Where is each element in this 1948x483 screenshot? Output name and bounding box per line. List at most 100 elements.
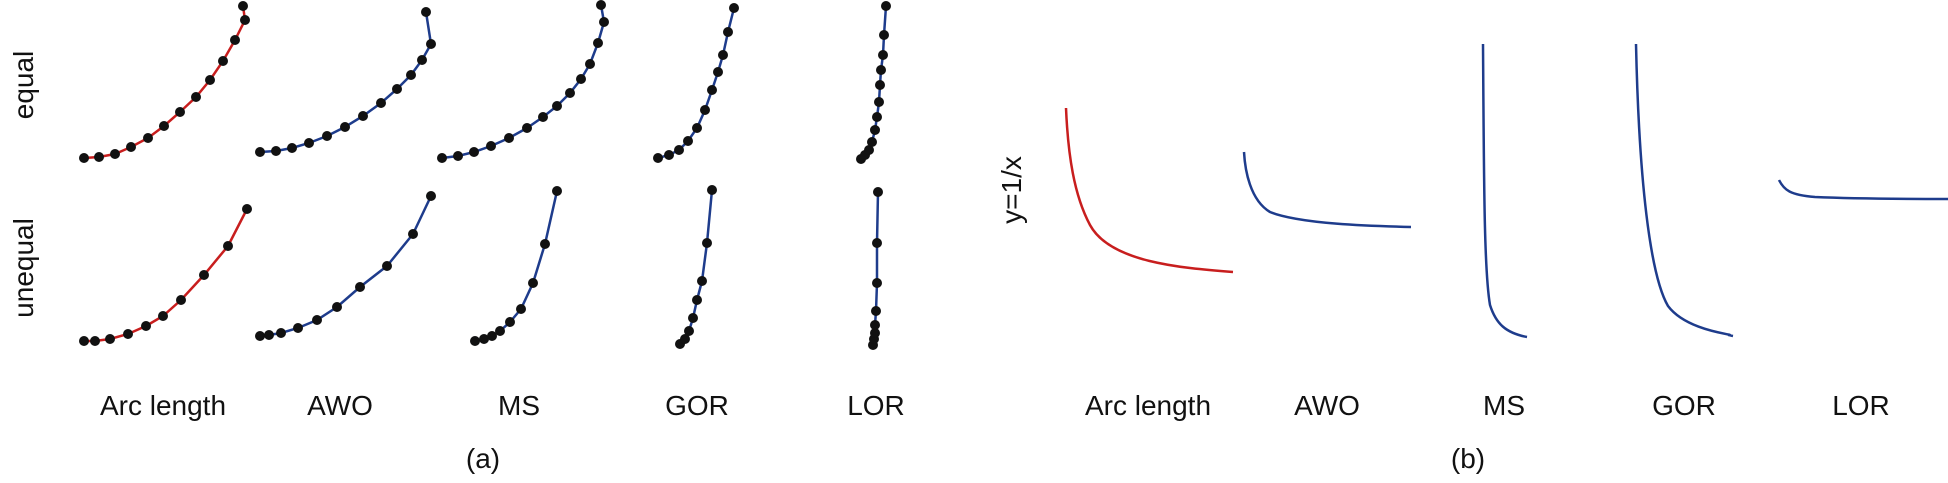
sample-point bbox=[879, 30, 889, 40]
b-curve-arc-length bbox=[1064, 107, 1234, 274]
sample-point bbox=[878, 50, 888, 60]
sample-point bbox=[223, 241, 233, 251]
sample-point bbox=[176, 295, 186, 305]
sample-point bbox=[528, 278, 538, 288]
sample-point bbox=[238, 1, 248, 11]
sample-point bbox=[870, 328, 880, 338]
sample-point bbox=[864, 145, 874, 155]
sample-point bbox=[684, 326, 694, 336]
sample-point bbox=[376, 98, 386, 108]
sample-point bbox=[90, 336, 100, 346]
sample-point bbox=[674, 145, 684, 155]
b-label-gor: GOR bbox=[1652, 390, 1716, 421]
sample-point bbox=[870, 320, 880, 330]
sample-point bbox=[876, 65, 886, 75]
b-curve-ms bbox=[1481, 43, 1528, 339]
a-curve-ms-equal bbox=[437, 0, 609, 163]
sample-point bbox=[470, 336, 480, 346]
sample-point bbox=[702, 238, 712, 248]
sample-point bbox=[312, 315, 322, 325]
sample-point bbox=[683, 136, 693, 146]
sample-point bbox=[332, 302, 342, 312]
sample-point bbox=[453, 151, 463, 161]
a-arc-equal-line bbox=[83, 5, 247, 160]
sample-point bbox=[872, 112, 882, 122]
sample-points bbox=[437, 0, 609, 163]
b-curve-lor bbox=[1777, 179, 1948, 201]
sample-point bbox=[867, 137, 877, 147]
sample-point bbox=[110, 149, 120, 159]
b-label-ms: MS bbox=[1483, 390, 1525, 421]
sample-point bbox=[255, 331, 265, 341]
sample-point bbox=[276, 328, 286, 338]
sample-point bbox=[304, 138, 314, 148]
sample-point bbox=[871, 306, 881, 316]
sample-point bbox=[599, 17, 609, 27]
sample-point bbox=[255, 147, 265, 157]
sample-point bbox=[487, 331, 497, 341]
sample-point bbox=[355, 282, 365, 292]
a-curve-gor-unequal bbox=[675, 185, 717, 349]
sample-point bbox=[479, 334, 489, 344]
panel-b: y=1/x Arc length AWO MS GOR LOR (b) bbox=[996, 43, 1948, 474]
row-label-equal: equal bbox=[8, 51, 39, 120]
sample-point bbox=[707, 85, 717, 95]
b-label-lor: LOR bbox=[1832, 390, 1890, 421]
sample-point bbox=[565, 88, 575, 98]
sample-point bbox=[408, 229, 418, 239]
sample-point bbox=[872, 278, 882, 288]
sample-point bbox=[881, 1, 891, 11]
sample-point bbox=[522, 123, 532, 133]
sample-point bbox=[230, 35, 240, 45]
sample-point bbox=[516, 304, 526, 314]
sample-point bbox=[697, 276, 707, 286]
sample-point bbox=[875, 80, 885, 90]
sample-point bbox=[293, 323, 303, 333]
sample-point bbox=[218, 56, 228, 66]
sample-point bbox=[242, 204, 252, 214]
a-curve-lor-unequal bbox=[868, 187, 883, 350]
sample-point bbox=[469, 147, 479, 157]
sample-point bbox=[874, 97, 884, 107]
sample-points bbox=[868, 187, 883, 350]
sample-points bbox=[79, 204, 252, 346]
sample-point bbox=[340, 122, 350, 132]
sample-point bbox=[653, 153, 663, 163]
a-curve-ms-unequal bbox=[470, 186, 562, 346]
a-label-gor: GOR bbox=[665, 390, 729, 421]
sample-point bbox=[264, 330, 274, 340]
sample-point bbox=[143, 133, 153, 143]
sample-point bbox=[538, 112, 548, 122]
sample-point bbox=[707, 185, 717, 195]
sample-point bbox=[576, 74, 586, 84]
sample-points bbox=[255, 191, 436, 341]
sample-point bbox=[421, 7, 431, 17]
sample-point bbox=[392, 84, 402, 94]
b-y-label: y=1/x bbox=[996, 156, 1027, 224]
sample-point bbox=[870, 125, 880, 135]
sample-point bbox=[191, 92, 201, 102]
sample-point bbox=[585, 59, 595, 69]
sample-point bbox=[540, 239, 550, 249]
sample-point bbox=[688, 313, 698, 323]
sample-point bbox=[593, 38, 603, 48]
sample-point bbox=[486, 141, 496, 151]
sample-point bbox=[105, 334, 115, 344]
sample-point bbox=[271, 146, 281, 156]
sample-point bbox=[700, 105, 710, 115]
b-curve-awo bbox=[1242, 151, 1412, 229]
a-curve-awo-unequal bbox=[255, 191, 436, 341]
sample-point bbox=[505, 317, 515, 327]
a-label-awo: AWO bbox=[307, 390, 373, 421]
sample-point bbox=[417, 55, 427, 65]
a-label-arc-length: Arc length bbox=[100, 390, 226, 421]
sample-point bbox=[159, 121, 169, 131]
sample-point bbox=[426, 191, 436, 201]
sample-point bbox=[729, 3, 739, 13]
sample-point bbox=[718, 50, 728, 60]
sample-point bbox=[240, 15, 250, 25]
a-curve-arc-equal bbox=[79, 1, 250, 163]
sample-points bbox=[79, 1, 250, 163]
a-curve-awo-equal bbox=[255, 7, 436, 157]
